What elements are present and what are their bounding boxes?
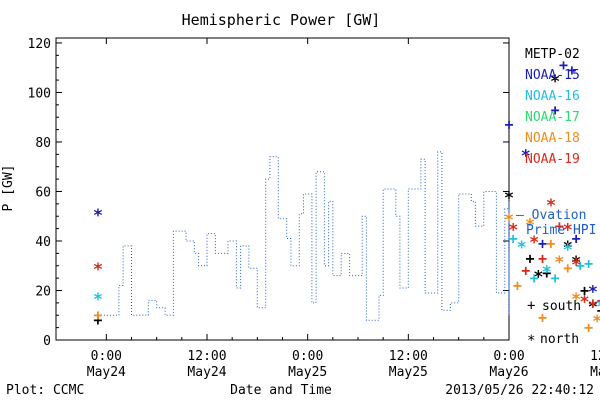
data-point-metp-02-south: +	[597, 301, 600, 319]
x-tick-time-label: 12:00	[590, 349, 600, 364]
data-point-noaa-15-south: +	[551, 101, 560, 119]
data-point-metp-02-south: +	[93, 311, 102, 329]
x-tick-date-label: May26	[590, 365, 600, 380]
y-tick-label: 20	[35, 284, 51, 299]
data-point-noaa-16-south: +	[509, 230, 518, 248]
data-point-noaa-15-north: *	[588, 282, 598, 302]
x-tick-time-label: 0:00	[292, 349, 323, 364]
data-point-noaa-19-north: *	[546, 196, 556, 216]
data-point-noaa-18-south: +	[546, 234, 555, 252]
data-point-noaa-16-south: +	[530, 269, 539, 287]
y-tick-label: 80	[35, 136, 51, 151]
legend-entry-noaa-19: NOAA-19	[525, 152, 580, 167]
x-tick-date-label: May25	[288, 365, 327, 380]
south-label: south	[542, 299, 581, 314]
data-point-noaa-15-north: *	[521, 146, 531, 166]
data-point-noaa-19-north: *	[93, 260, 103, 280]
data-point-noaa-19-north: *	[508, 221, 518, 241]
data-point-noaa-16-north: *	[542, 263, 552, 283]
data-point-noaa-15-south: +	[559, 56, 568, 74]
data-point-noaa-19-north: *	[529, 233, 539, 253]
legend-entry-noaa-17: NOAA-17	[525, 110, 580, 125]
satellite-legend: METP-02 NOAA-15 NOAA-16 NOAA-17 NOAA-18 NOAA-…	[525, 47, 580, 167]
data-point-noaa-19-south: +	[538, 249, 547, 267]
north-label: north	[540, 332, 579, 347]
data-point-noaa-15-south: +	[572, 230, 581, 248]
x-tick-time-label: 0:00	[91, 349, 122, 364]
y-tick-label: 40	[35, 235, 51, 250]
x-axis-label: Date and Time	[230, 383, 332, 398]
marker-legend: + south * north	[527, 298, 581, 349]
data-point-noaa-18-south: +	[584, 319, 593, 337]
data-point-metp-02-south: +	[580, 281, 589, 299]
data-point-noaa-19-south: +	[521, 262, 530, 280]
data-point-noaa-15-south: +	[538, 234, 547, 252]
data-point-noaa-16-north: *	[563, 240, 573, 260]
data-point-noaa-15-south: +	[504, 116, 513, 134]
data-point-noaa-19-south: +	[597, 291, 600, 309]
x-tick-date-label: May24	[187, 365, 226, 380]
data-point-metp-02-south: +	[542, 264, 551, 282]
y-tick-label: 100	[28, 86, 51, 101]
data-point-noaa-16-south: +	[584, 254, 593, 272]
data-point-metp-02-north: *	[533, 268, 543, 288]
x-tick-date-label: May24	[87, 365, 126, 380]
data-point-noaa-18-south: +	[93, 306, 102, 324]
data-point-metp-02-north: *	[571, 253, 581, 273]
legend-entry-metp-02: METP-02	[525, 47, 580, 62]
south-symbol: +	[527, 298, 535, 314]
ovation-legend-line2: Prime HPI	[526, 223, 596, 238]
data-point-noaa-16-north: *	[516, 238, 526, 258]
data-point-noaa-18-south: +	[563, 259, 572, 277]
chart-title: Hemispheric Power [GW]	[182, 11, 381, 29]
legend-entry-noaa-18: NOAA-18	[525, 131, 580, 146]
data-point-noaa-16-south: +	[576, 257, 585, 275]
data-point-noaa-18-north: *	[571, 290, 581, 310]
data-point-noaa-19-north: *	[579, 292, 589, 312]
y-tick-label: 0	[43, 334, 51, 349]
plot-frame	[55, 37, 510, 341]
ovation-legend-line1: — Ovation	[516, 208, 586, 223]
data-point-metp-02-north: *	[563, 238, 573, 258]
x-axis-ticks: 0:00May2412:00May240:00May2512:00May250:…	[87, 38, 600, 380]
data-point-noaa-18-north: *	[504, 211, 514, 231]
x-tick-time-label: 12:00	[389, 349, 428, 364]
data-point-metp-02-north: *	[588, 297, 598, 317]
footer-timestamp: 2013/05/26 22:40:12	[445, 383, 594, 398]
footer-plot-credit: Plot: CCMC	[6, 383, 84, 398]
data-point-metp-02-south: +	[525, 249, 534, 267]
data-point-metp-02-north: *	[550, 72, 560, 92]
x-tick-date-label: May25	[389, 365, 428, 380]
y-axis-label: P [GW]	[1, 165, 16, 212]
data-point-noaa-18-south: +	[513, 277, 522, 295]
ovation-hpi-line-layer	[97, 151, 510, 321]
north-symbol: *	[527, 333, 535, 349]
y-axis-ticks: 0 20 40 60 80 100 120	[28, 37, 509, 349]
data-point-noaa-16-north: *	[93, 290, 103, 310]
data-point-metp-02-north: *	[504, 188, 514, 208]
data-point-noaa-19-north: *	[571, 255, 581, 275]
x-tick-time-label: 0:00	[493, 349, 524, 364]
data-point-noaa-18-north: *	[592, 312, 600, 332]
data-point-noaa-19-south: +	[555, 217, 564, 235]
data-point-noaa-18-north: *	[554, 253, 564, 273]
legend-entry-noaa-15: NOAA-15	[525, 68, 580, 83]
data-point-noaa-15-north: *	[93, 206, 103, 226]
satellite-points-layer: +*+*+***+*+*+*+*+**+*+++++*+*+*+**+*+*+*…	[93, 56, 600, 336]
data-point-noaa-19-north: *	[563, 221, 573, 241]
data-point-noaa-18-north: *	[525, 216, 535, 236]
data-point-noaa-15-south: +	[567, 61, 576, 79]
x-tick-time-label: 12:00	[187, 349, 226, 364]
data-point-noaa-18-south: +	[538, 309, 547, 327]
ovation-hpi-line	[97, 151, 510, 321]
y-tick-label: 60	[35, 185, 51, 200]
legend-entry-noaa-16: NOAA-16	[525, 89, 580, 104]
x-tick-date-label: May26	[489, 365, 528, 380]
y-tick-label: 120	[28, 37, 51, 52]
data-point-noaa-16-north: *	[596, 297, 600, 317]
data-point-noaa-19-south: +	[588, 294, 597, 312]
ovation-legend: — Ovation Prime HPI	[516, 208, 596, 238]
data-point-noaa-16-south: +	[551, 269, 560, 287]
